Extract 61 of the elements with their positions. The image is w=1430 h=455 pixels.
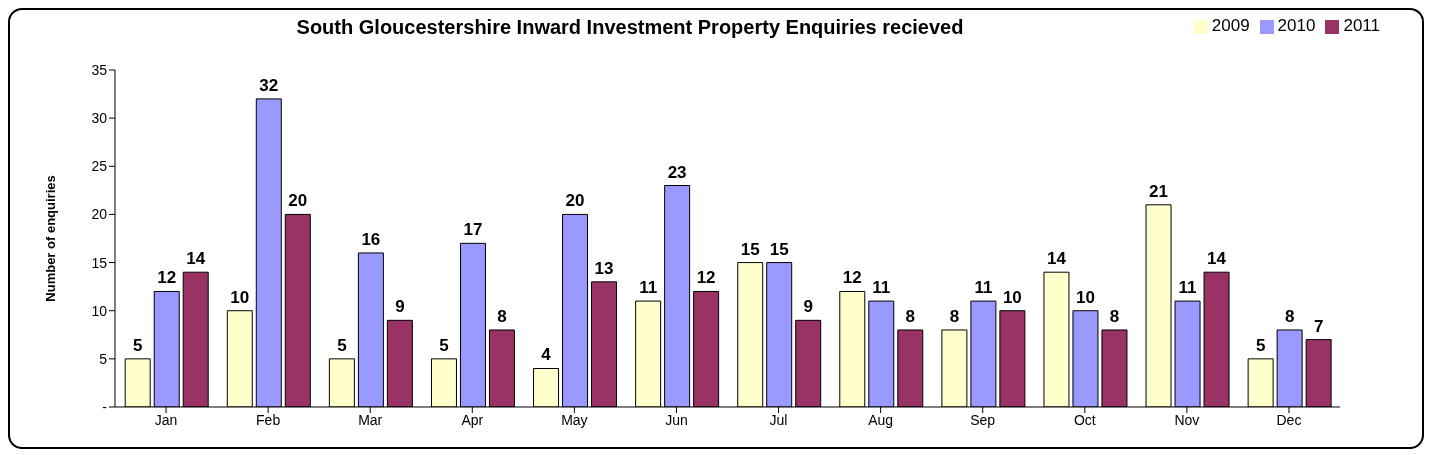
data-label: 8 — [497, 306, 507, 326]
x-tick-label: May — [561, 411, 588, 428]
data-label: 5 — [1255, 335, 1266, 355]
x-tick-label: Jun — [665, 411, 688, 428]
x-tick-label: Jan — [154, 411, 178, 428]
data-label: 15 — [740, 239, 760, 259]
data-label: 7 — [1313, 316, 1324, 336]
data-label: 12 — [696, 268, 716, 288]
y-tick-label: 30 — [91, 110, 108, 127]
data-label: 13 — [594, 258, 614, 278]
data-label: 4 — [541, 345, 552, 365]
data-label: 8 — [905, 306, 916, 326]
data-label: 14 — [1047, 249, 1067, 269]
y-tick-label: 15 — [91, 254, 108, 271]
data-label: 16 — [361, 229, 381, 249]
y-axis-title: Number of enquiries — [42, 175, 58, 302]
data-label: 5 — [132, 335, 143, 355]
data-label: 8 — [1284, 306, 1295, 326]
legend-label: 2010 — [1277, 16, 1316, 35]
data-label: 5 — [439, 335, 449, 355]
x-tick-label: Dec — [1276, 411, 1302, 428]
data-label: 12 — [157, 268, 177, 288]
data-label: 10 — [230, 287, 250, 307]
data-label: 5 — [337, 335, 347, 355]
x-tick-label: Feb — [256, 411, 281, 428]
y-tick-label: 35 — [91, 61, 108, 78]
legend-label: 2011 — [1343, 16, 1380, 35]
data-label: 11 — [1178, 278, 1197, 298]
x-tick-label: Aug — [868, 411, 894, 428]
y-tick-label: 5 — [99, 350, 108, 367]
x-tick-label: Mar — [358, 411, 383, 428]
y-tick-label: - — [102, 398, 108, 415]
data-label: 23 — [667, 162, 687, 182]
y-tick-label: 10 — [91, 302, 108, 319]
data-label: 11 — [974, 278, 993, 298]
data-label: 20 — [288, 191, 308, 211]
data-label: 14 — [186, 249, 206, 269]
y-tick-label: 20 — [91, 206, 108, 223]
data-label: 11 — [639, 278, 658, 298]
data-label: 9 — [803, 297, 813, 317]
data-label: 21 — [1149, 181, 1168, 201]
x-tick-label: Sep — [970, 411, 996, 428]
data-label: 15 — [769, 239, 789, 259]
data-label: 14 — [1207, 249, 1227, 269]
y-tick-label: 25 — [91, 158, 108, 175]
x-tick-label: Jul — [769, 411, 788, 428]
legend-label: 2009 — [1211, 16, 1250, 35]
data-label: 17 — [463, 220, 483, 240]
x-tick-label: Apr — [461, 411, 484, 428]
chart-title: South Gloucestershire Inward Investment Property Enquiries recieved — [295, 16, 965, 39]
data-label: 12 — [842, 268, 862, 288]
x-tick-label: Nov — [1174, 411, 1200, 428]
data-label: 20 — [565, 191, 585, 211]
data-label: 32 — [259, 75, 279, 95]
data-label: 8 — [949, 306, 960, 326]
data-label: 10 — [1002, 287, 1022, 307]
data-label: 8 — [1109, 306, 1120, 326]
data-label: 11 — [872, 278, 891, 298]
data-label: 9 — [395, 297, 405, 317]
data-label: 10 — [1076, 287, 1095, 307]
x-tick-label: Oct — [1073, 411, 1096, 428]
